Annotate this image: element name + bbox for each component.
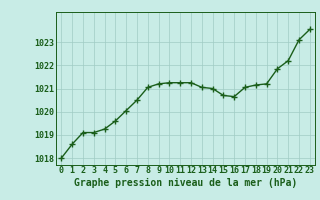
X-axis label: Graphe pression niveau de la mer (hPa): Graphe pression niveau de la mer (hPa) xyxy=(74,178,297,188)
